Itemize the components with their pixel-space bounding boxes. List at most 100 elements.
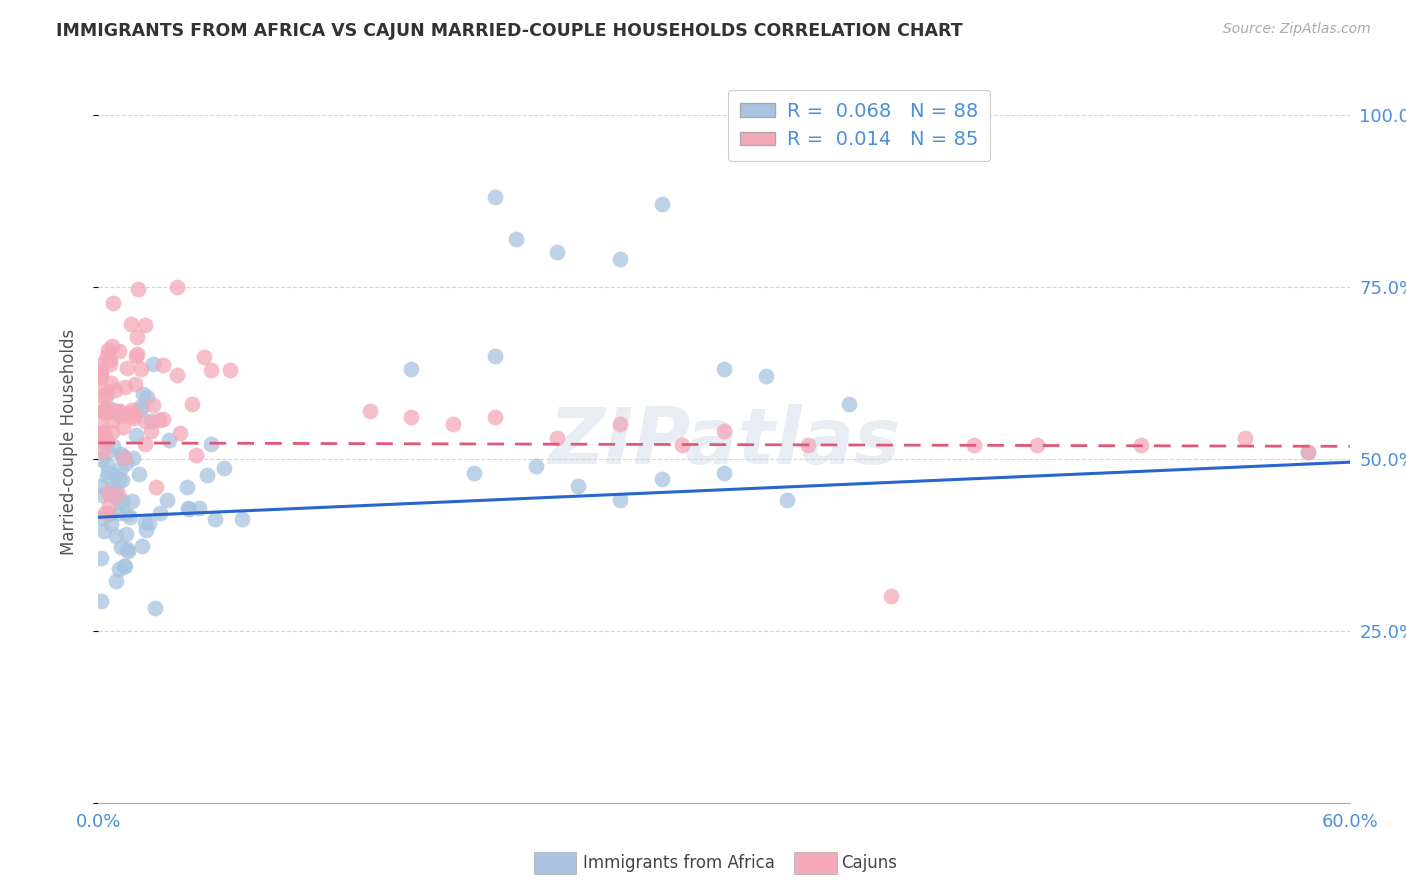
Point bbox=[1130, 438, 1153, 452]
Point bbox=[110, 409, 132, 423]
Point bbox=[89, 368, 111, 382]
Point bbox=[90, 511, 112, 525]
Point bbox=[200, 437, 222, 451]
Point bbox=[169, 426, 191, 441]
Point bbox=[115, 507, 138, 521]
Point bbox=[105, 403, 128, 417]
Point bbox=[108, 344, 131, 359]
Point bbox=[401, 410, 423, 425]
Point bbox=[1296, 445, 1319, 459]
Point bbox=[93, 524, 115, 538]
Point bbox=[96, 349, 118, 363]
Text: Source: ZipAtlas.com: Source: ZipAtlas.com bbox=[1223, 22, 1371, 37]
Point bbox=[609, 493, 631, 508]
Point bbox=[152, 358, 174, 372]
Point bbox=[96, 458, 118, 472]
Point bbox=[103, 296, 125, 310]
Point bbox=[89, 430, 111, 444]
Point bbox=[96, 404, 118, 418]
Point bbox=[138, 516, 160, 531]
Point bbox=[90, 405, 112, 419]
Point bbox=[104, 384, 127, 398]
Point bbox=[176, 480, 198, 494]
Point bbox=[91, 444, 114, 458]
Point bbox=[89, 363, 111, 377]
Point bbox=[135, 390, 157, 404]
Point bbox=[94, 389, 117, 403]
Point bbox=[713, 424, 735, 438]
Point bbox=[110, 461, 132, 475]
Text: IMMIGRANTS FROM AFRICA VS CAJUN MARRIED-COUPLE HOUSEHOLDS CORRELATION CHART: IMMIGRANTS FROM AFRICA VS CAJUN MARRIED-… bbox=[56, 22, 963, 40]
Point bbox=[145, 480, 167, 494]
Point bbox=[104, 574, 127, 588]
Point bbox=[1296, 445, 1319, 459]
Point bbox=[184, 448, 207, 462]
Point bbox=[134, 318, 156, 332]
Point bbox=[100, 401, 122, 416]
Point bbox=[98, 357, 121, 371]
Point bbox=[107, 562, 129, 576]
Point bbox=[104, 491, 127, 505]
Point bbox=[166, 368, 188, 383]
Point bbox=[204, 512, 226, 526]
Point bbox=[441, 417, 464, 432]
Point bbox=[91, 382, 114, 396]
Point bbox=[651, 197, 673, 211]
Point bbox=[567, 479, 589, 493]
Point bbox=[117, 406, 139, 420]
Point bbox=[127, 330, 149, 344]
Point bbox=[117, 360, 139, 375]
Point bbox=[157, 433, 180, 447]
Point bbox=[212, 461, 235, 475]
Point bbox=[129, 402, 152, 417]
Point bbox=[134, 437, 156, 451]
Point bbox=[101, 339, 124, 353]
Point bbox=[96, 401, 118, 416]
Point bbox=[101, 413, 124, 427]
Point bbox=[100, 353, 122, 368]
Point bbox=[112, 450, 135, 465]
Point bbox=[401, 362, 423, 376]
Point bbox=[93, 425, 115, 439]
Point bbox=[128, 467, 150, 481]
Point bbox=[90, 357, 112, 371]
Point bbox=[120, 509, 142, 524]
Point bbox=[118, 409, 141, 423]
Point bbox=[187, 500, 209, 515]
Point bbox=[142, 398, 165, 412]
Point bbox=[755, 369, 778, 384]
Point bbox=[463, 466, 485, 480]
Point bbox=[127, 282, 149, 296]
Point bbox=[110, 540, 132, 554]
Point bbox=[96, 470, 118, 484]
Point bbox=[838, 397, 860, 411]
Point bbox=[89, 426, 111, 441]
Point bbox=[484, 410, 506, 425]
Point bbox=[1026, 438, 1049, 452]
Point bbox=[135, 523, 157, 537]
Point bbox=[97, 443, 120, 458]
Point bbox=[112, 420, 135, 434]
Point bbox=[148, 506, 170, 520]
Point bbox=[94, 406, 117, 420]
Point bbox=[108, 507, 131, 521]
Point bbox=[90, 551, 112, 566]
Point bbox=[91, 488, 114, 502]
Point bbox=[101, 482, 124, 496]
Point bbox=[114, 559, 136, 574]
Point bbox=[110, 447, 132, 461]
Point bbox=[129, 400, 152, 414]
Point bbox=[484, 190, 506, 204]
Point bbox=[89, 593, 111, 607]
Point bbox=[111, 473, 134, 487]
Point bbox=[104, 529, 127, 543]
Point bbox=[89, 389, 111, 403]
Point bbox=[200, 363, 222, 377]
Point bbox=[131, 362, 153, 376]
Point bbox=[546, 245, 568, 260]
Point bbox=[713, 362, 735, 376]
Point bbox=[90, 370, 112, 384]
Point bbox=[177, 501, 200, 516]
Point bbox=[97, 465, 120, 479]
Point bbox=[120, 317, 142, 331]
